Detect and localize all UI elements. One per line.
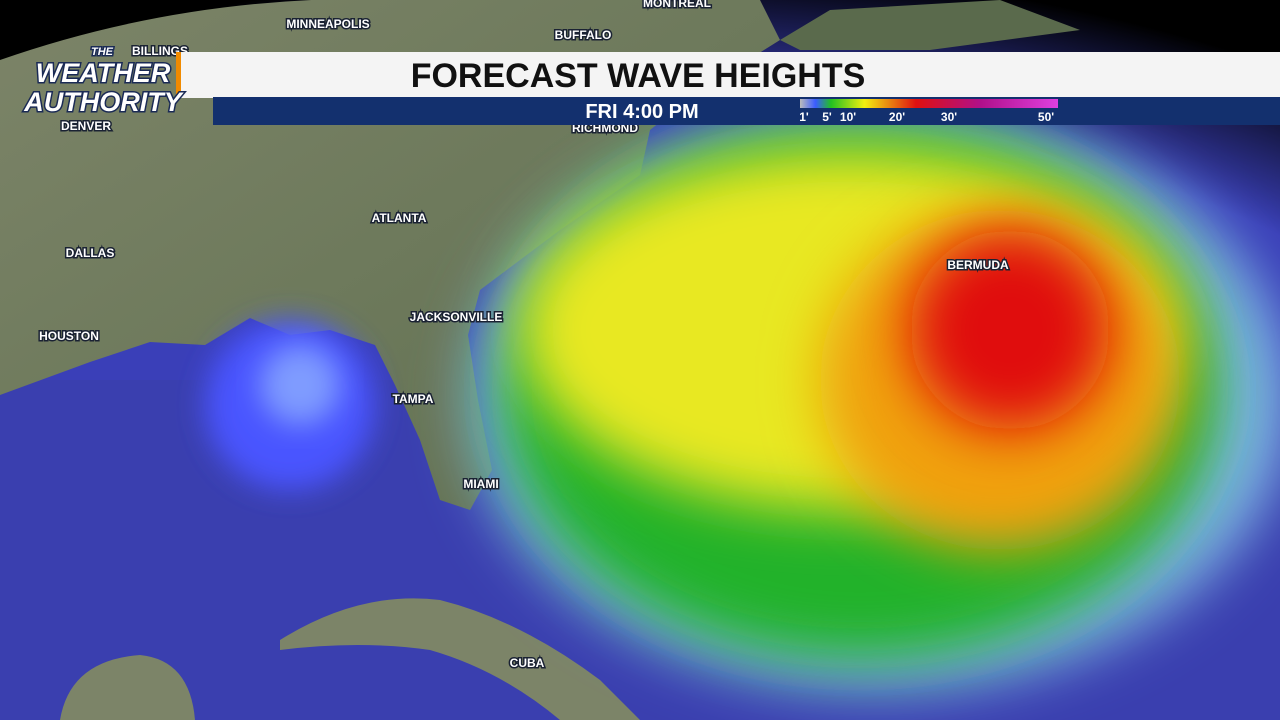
north-america bbox=[0, 0, 780, 510]
subtitle-bar bbox=[213, 97, 1280, 125]
title-bar bbox=[180, 52, 1280, 98]
city-label: BILLINGS bbox=[132, 44, 188, 58]
title-accent bbox=[176, 52, 181, 98]
title: FORECAST WAVE HEIGHTS bbox=[411, 57, 866, 95]
legend-scale bbox=[800, 99, 1058, 108]
city-label: BERMUDA bbox=[947, 258, 1009, 272]
city-label: MIAMI bbox=[463, 477, 498, 491]
cuba bbox=[280, 598, 640, 720]
time: FRI 4:00 PM bbox=[585, 101, 698, 123]
legend-label: 10' bbox=[840, 110, 856, 124]
canada-coast bbox=[780, 0, 1080, 50]
logo-text: THE bbox=[91, 46, 114, 58]
legend-label: 30' bbox=[941, 110, 957, 124]
city-label: MONTREAL bbox=[643, 0, 711, 10]
city-label: CUBA bbox=[510, 656, 545, 670]
legend-label: 1' bbox=[799, 110, 809, 124]
city-label: MINNEAPOLIS bbox=[286, 17, 369, 31]
city-label: TAMPA bbox=[393, 392, 434, 406]
city-label: HOUSTON bbox=[39, 329, 99, 343]
city-label: ATLANTA bbox=[372, 211, 427, 225]
logo-text: AUTHORITY bbox=[23, 87, 184, 117]
yucatan bbox=[60, 655, 195, 720]
city-label: BUFFALO bbox=[555, 28, 612, 42]
logo-text: WEATHER bbox=[36, 58, 171, 88]
legend-label: 20' bbox=[889, 110, 905, 124]
legend-label: 50' bbox=[1038, 110, 1054, 124]
legend-label: 5' bbox=[822, 110, 832, 124]
city-label: JACKSONVILLE bbox=[410, 310, 503, 324]
city-label: DENVER bbox=[61, 119, 111, 133]
swell-red bbox=[910, 230, 1110, 430]
gulf-swell-core bbox=[260, 345, 340, 425]
city-label: DALLAS bbox=[66, 246, 115, 260]
